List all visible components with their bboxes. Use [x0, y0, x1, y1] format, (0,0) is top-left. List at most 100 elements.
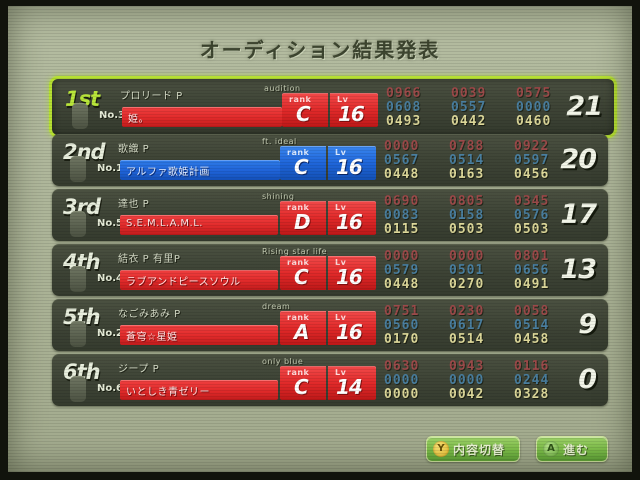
total-score: 20 [560, 144, 597, 175]
next-button[interactable]: A 進む [536, 436, 608, 462]
stat-value: 0805 [449, 194, 485, 209]
rank-caption: rank [287, 368, 310, 377]
rank-caption: rank [287, 203, 310, 212]
entry-number: No.3 [99, 110, 125, 121]
level-value: 16 [336, 265, 363, 289]
idol-name: S.E.M.L.A.M.L. [126, 218, 203, 229]
producer-name: ジープ P [118, 364, 160, 375]
rank-level-badge: rank Lv C 16 [282, 93, 378, 127]
stats-row-blue: 0579 0501 0656 [384, 264, 570, 278]
stat-value: 0058 [514, 304, 550, 319]
producer-name: 歌織 P [118, 144, 150, 155]
entry-number: No.1 [97, 163, 123, 174]
idol-thumbnail [70, 266, 86, 292]
stats-row-red: 0000 0000 0801 [384, 250, 570, 264]
stat-value: 0458 [514, 332, 550, 347]
stat-value: 0751 [384, 304, 420, 319]
stat-value: 0345 [514, 194, 550, 209]
stat-value: 0514 [449, 332, 485, 347]
level-value: 16 [336, 210, 363, 234]
stat-value: 0083 [384, 208, 420, 223]
stats-grid: 0751 0230 0058 0560 0617 0514 0170 0514 0458 [384, 305, 570, 347]
stat-value: 0557 [451, 100, 487, 115]
stat-value: 0503 [514, 222, 550, 237]
idol-name-bar: アルファ歌姫計画 [120, 160, 280, 180]
producer-name: プロリード P [120, 91, 183, 102]
stat-value: 0501 [449, 263, 485, 278]
toggle-contents-label: 内容切替 [453, 443, 506, 457]
song-label: only blue [262, 357, 304, 366]
stat-value: 0630 [384, 359, 420, 374]
stat-value: 0579 [384, 263, 420, 278]
stat-value: 0575 [516, 86, 552, 101]
stat-value: 0000 [384, 387, 420, 402]
stat-value: 0328 [514, 387, 550, 402]
level-segment [328, 201, 376, 235]
stats-row-yellow: 0000 0042 0328 [384, 388, 570, 402]
stat-value: 0116 [514, 359, 550, 374]
level-segment [330, 93, 378, 127]
level-value: 16 [336, 155, 363, 179]
stats-grid: 0630 0943 0116 0000 0000 0244 0000 0042 0328 [384, 360, 570, 402]
idol-name: ラブアンドピースソウル [126, 277, 241, 288]
producer-name: 結衣 P 有里P [118, 254, 181, 265]
song-label: dream [262, 302, 291, 311]
idol-thumbnail [70, 156, 86, 182]
stat-value: 0448 [384, 167, 420, 182]
stats-row-red: 0000 0788 0922 [384, 140, 570, 154]
producer-name: 達也 P [118, 199, 150, 210]
stat-value: 0690 [384, 194, 420, 209]
stats-row-blue: 0567 0514 0597 [384, 154, 570, 168]
stat-value: 0456 [514, 167, 550, 182]
rank-value: A [294, 320, 310, 344]
idol-name-bar: 蒼穹☆星姫 [120, 325, 278, 345]
stats-row-blue: 0083 0158 0576 [384, 209, 570, 223]
idol-name-bar: ラブアンドピースソウル [120, 270, 278, 290]
stat-value: 0514 [514, 318, 550, 333]
level-caption: Lv [335, 203, 347, 212]
stat-value: 0460 [516, 114, 552, 129]
entry-number: No.2 [97, 328, 123, 339]
rank-level-badge: rank Lv A 16 [280, 311, 376, 345]
stat-value: 0115 [384, 222, 420, 237]
entry-number: No.6 [97, 383, 123, 394]
toggle-contents-button[interactable]: Y 内容切替 [426, 436, 520, 462]
stat-value: 0491 [514, 277, 550, 292]
level-caption: Lv [335, 148, 347, 157]
total-score: 17 [560, 199, 597, 230]
rank-value: C [296, 102, 311, 126]
stat-value: 0656 [514, 263, 550, 278]
stat-value: 0608 [386, 100, 422, 115]
stat-value: 0163 [449, 167, 485, 182]
song-label: Rising star life [262, 247, 328, 256]
entry-number: No.5 [97, 218, 123, 229]
rank-segment [282, 93, 328, 127]
level-value: 16 [336, 320, 363, 344]
level-caption: Lv [337, 95, 349, 104]
rank-value: C [294, 155, 309, 179]
level-segment [328, 146, 376, 180]
stat-value: 0039 [451, 86, 487, 101]
idol-thumbnail [72, 103, 88, 129]
stat-value: 0000 [516, 100, 552, 115]
stat-value: 0000 [449, 249, 485, 264]
stat-value: 0560 [384, 318, 420, 333]
rank-segment [280, 256, 326, 290]
level-value: 16 [338, 102, 365, 126]
stat-value: 0270 [449, 277, 485, 292]
level-segment [328, 311, 376, 345]
stats-row-red: 0966 0039 0575 [386, 87, 572, 101]
level-segment [328, 256, 376, 290]
rank-caption: rank [287, 148, 310, 157]
stat-value: 0966 [386, 86, 422, 101]
idol-name-bar: いとしき青ゼリー [120, 380, 278, 400]
rank-segment [280, 311, 326, 345]
result-row[interactable]: 4th 結衣 P 有里P Rising star life No.4 ラブアンドピースソ… [52, 244, 608, 296]
idol-name-bar: S.E.M.L.A.M.L. [120, 215, 278, 235]
